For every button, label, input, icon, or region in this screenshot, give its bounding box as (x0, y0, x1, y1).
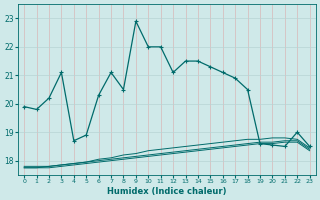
X-axis label: Humidex (Indice chaleur): Humidex (Indice chaleur) (107, 187, 227, 196)
